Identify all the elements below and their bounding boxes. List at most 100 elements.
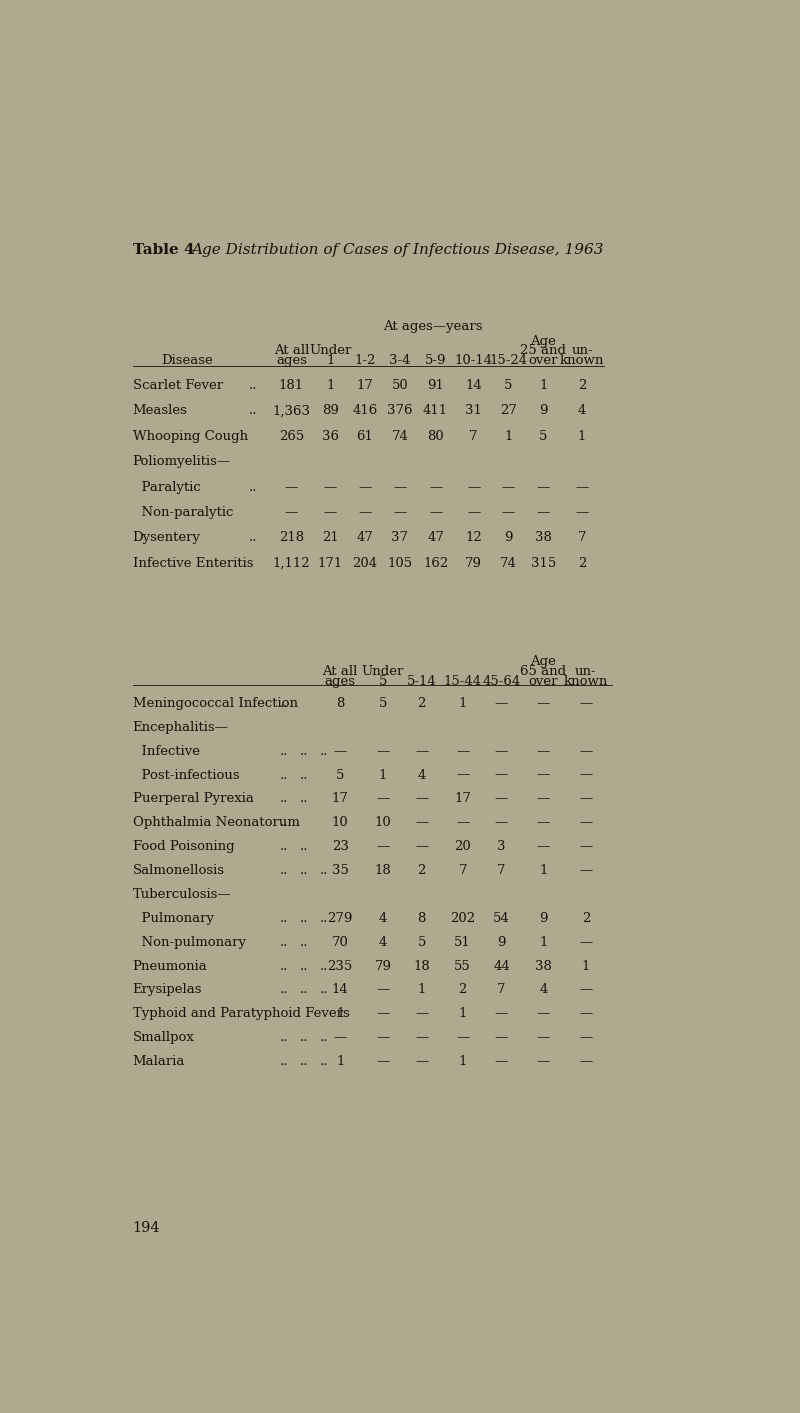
- Text: 74: 74: [391, 430, 408, 442]
- Text: 47: 47: [427, 531, 444, 544]
- Text: 1: 1: [578, 430, 586, 442]
- Text: 315: 315: [530, 557, 556, 569]
- Text: —: —: [376, 1007, 390, 1020]
- Text: 204: 204: [353, 557, 378, 569]
- Text: —: —: [358, 480, 372, 493]
- Text: Post-infectious: Post-infectious: [133, 769, 239, 781]
- Text: ..: ..: [280, 817, 288, 829]
- Text: 4: 4: [378, 935, 387, 948]
- Text: —: —: [537, 697, 550, 709]
- Text: 8: 8: [336, 697, 345, 709]
- Text: 61: 61: [357, 430, 374, 442]
- Text: 411: 411: [423, 404, 448, 417]
- Text: 1: 1: [458, 697, 467, 709]
- Text: 265: 265: [279, 430, 304, 442]
- Text: —: —: [537, 480, 550, 493]
- Text: Pneumonia: Pneumonia: [133, 959, 207, 972]
- Text: Under: Under: [309, 345, 351, 357]
- Text: —: —: [579, 841, 593, 853]
- Text: —: —: [376, 841, 390, 853]
- Text: 2: 2: [458, 983, 467, 996]
- Text: Dysentery: Dysentery: [133, 531, 201, 544]
- Text: —: —: [502, 506, 515, 519]
- Text: —: —: [456, 1031, 470, 1044]
- Text: 162: 162: [423, 557, 448, 569]
- Text: —: —: [495, 1007, 508, 1020]
- Text: —: —: [537, 841, 550, 853]
- Text: over: over: [529, 355, 558, 367]
- Text: 376: 376: [387, 404, 413, 417]
- Text: ..: ..: [280, 911, 288, 926]
- Text: ..: ..: [249, 379, 258, 391]
- Text: 7: 7: [578, 531, 586, 544]
- Text: —: —: [467, 506, 480, 519]
- Text: —: —: [334, 745, 347, 757]
- Text: —: —: [495, 697, 508, 709]
- Text: —: —: [285, 506, 298, 519]
- Text: ..: ..: [280, 793, 288, 805]
- Text: —: —: [495, 745, 508, 757]
- Text: —: —: [495, 1031, 508, 1044]
- Text: 5-14: 5-14: [406, 674, 437, 688]
- Text: ..: ..: [300, 865, 309, 877]
- Text: ages: ages: [276, 355, 307, 367]
- Text: —: —: [502, 480, 515, 493]
- Text: 1: 1: [378, 769, 387, 781]
- Text: 4: 4: [378, 911, 387, 926]
- Text: ..: ..: [320, 983, 329, 996]
- Text: Measles: Measles: [133, 404, 187, 417]
- Text: 44: 44: [493, 959, 510, 972]
- Text: —: —: [495, 769, 508, 781]
- Text: —: —: [467, 480, 480, 493]
- Text: 1: 1: [539, 865, 547, 877]
- Text: Paralytic: Paralytic: [133, 480, 200, 493]
- Text: 10-14: 10-14: [454, 355, 493, 367]
- Text: Salmonellosis: Salmonellosis: [133, 865, 225, 877]
- Text: —: —: [579, 1056, 593, 1068]
- Text: —: —: [537, 769, 550, 781]
- Text: over: over: [529, 674, 558, 688]
- Text: Erysipelas: Erysipelas: [133, 983, 202, 996]
- Text: ..: ..: [320, 1056, 329, 1068]
- Text: Tuberculosis—: Tuberculosis—: [133, 887, 231, 901]
- Text: —: —: [495, 817, 508, 829]
- Text: ..: ..: [280, 1031, 288, 1044]
- Text: —: —: [579, 1007, 593, 1020]
- Text: 1: 1: [504, 430, 513, 442]
- Text: —: —: [415, 841, 428, 853]
- Text: —: —: [415, 1031, 428, 1044]
- Text: —: —: [579, 817, 593, 829]
- Text: —: —: [537, 506, 550, 519]
- Text: —: —: [495, 1056, 508, 1068]
- Text: 27: 27: [500, 404, 517, 417]
- Text: 1: 1: [539, 935, 547, 948]
- Text: ..: ..: [320, 1031, 329, 1044]
- Text: 47: 47: [357, 531, 374, 544]
- Text: —: —: [429, 480, 442, 493]
- Text: ..: ..: [300, 911, 309, 926]
- Text: Smallpox: Smallpox: [133, 1031, 194, 1044]
- Text: 18: 18: [374, 865, 391, 877]
- Text: ..: ..: [320, 745, 329, 757]
- Text: 38: 38: [535, 531, 552, 544]
- Text: 1: 1: [326, 379, 334, 391]
- Text: ..: ..: [300, 769, 309, 781]
- Text: ..: ..: [249, 404, 258, 417]
- Text: 8: 8: [418, 911, 426, 926]
- Text: —: —: [579, 697, 593, 709]
- Text: Pulmonary: Pulmonary: [133, 911, 214, 926]
- Text: 1: 1: [336, 1056, 345, 1068]
- Text: —: —: [456, 769, 470, 781]
- Text: ..: ..: [300, 935, 309, 948]
- Text: ..: ..: [280, 983, 288, 996]
- Text: 9: 9: [498, 935, 506, 948]
- Text: 1,363: 1,363: [273, 404, 310, 417]
- Text: —: —: [575, 506, 589, 519]
- Text: 181: 181: [279, 379, 304, 391]
- Text: 17: 17: [357, 379, 374, 391]
- Text: Infective: Infective: [133, 745, 199, 757]
- Text: ages: ages: [325, 674, 356, 688]
- Text: —: —: [579, 745, 593, 757]
- Text: 80: 80: [427, 430, 444, 442]
- Text: 5: 5: [378, 674, 387, 688]
